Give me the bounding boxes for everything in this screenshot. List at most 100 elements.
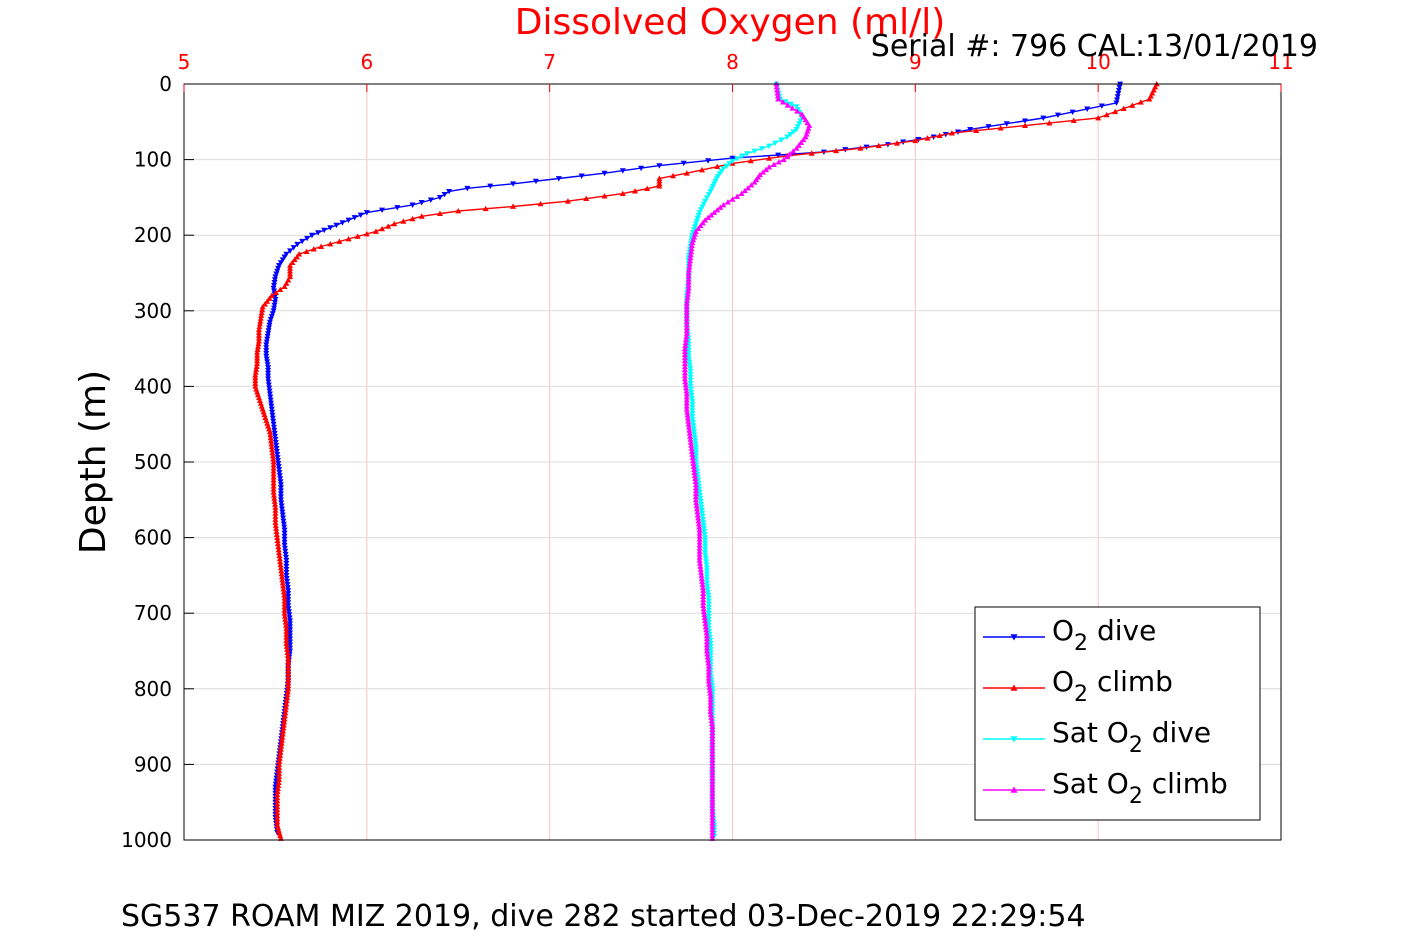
data-point — [796, 121, 803, 127]
data-point — [702, 623, 709, 630]
data-point — [268, 314, 275, 320]
data-point — [681, 375, 688, 382]
data-point — [252, 372, 259, 378]
data-point — [784, 102, 791, 108]
data-point — [833, 147, 840, 154]
data-point — [681, 357, 688, 364]
data-point — [274, 812, 281, 819]
x-tick-label: 5 — [178, 50, 191, 74]
data-point — [252, 369, 259, 375]
data-point — [283, 566, 290, 573]
data-point — [689, 399, 696, 405]
data-point — [703, 559, 710, 565]
data-point — [707, 696, 714, 702]
data-point — [271, 288, 278, 294]
data-point — [283, 557, 290, 564]
data-point — [707, 641, 714, 647]
data-point — [793, 145, 800, 151]
data-point — [275, 782, 282, 788]
data-point — [263, 342, 270, 348]
data-point — [793, 104, 800, 110]
y-tick-label: 800 — [134, 677, 172, 701]
data-point — [787, 132, 794, 138]
data-point — [1116, 84, 1123, 91]
data-point — [689, 408, 696, 414]
data-point — [285, 658, 292, 664]
data-point — [293, 253, 300, 260]
data-point — [274, 268, 281, 275]
data-point — [681, 345, 688, 351]
data-point — [709, 790, 716, 796]
data-point — [277, 561, 284, 568]
data-point — [385, 223, 392, 229]
data-point — [274, 821, 281, 828]
data-point — [683, 393, 690, 400]
data-point — [255, 340, 262, 347]
data-point — [254, 360, 261, 367]
data-point — [967, 126, 974, 133]
data-point — [270, 474, 277, 480]
data-point — [276, 470, 283, 476]
data-point — [709, 814, 716, 820]
data-point — [285, 594, 292, 600]
data-point — [275, 546, 282, 553]
data-point — [726, 161, 733, 167]
data-point — [436, 210, 443, 217]
data-point — [269, 311, 276, 317]
data-point — [912, 137, 919, 144]
data-point — [709, 787, 716, 793]
data-point — [691, 227, 698, 233]
data-point — [276, 758, 283, 764]
data-point — [264, 298, 271, 304]
data-point — [391, 220, 398, 227]
data-point — [709, 784, 716, 790]
data-point — [265, 376, 272, 382]
data-point — [280, 518, 287, 524]
data-point — [339, 220, 346, 226]
data-point — [708, 714, 715, 720]
legend-label-suffix: dive — [1088, 614, 1156, 647]
data-point — [688, 245, 695, 252]
data-point — [681, 360, 688, 367]
data-point — [271, 305, 278, 311]
data-point — [280, 515, 287, 521]
data-point — [705, 613, 712, 620]
data-point — [720, 201, 727, 208]
data-point — [694, 505, 701, 512]
data-point — [281, 530, 288, 537]
data-point — [270, 459, 277, 465]
data-point — [729, 158, 736, 165]
data-point — [280, 582, 287, 589]
data-point — [696, 530, 703, 536]
y-tick-label: 500 — [134, 450, 172, 474]
data-point — [692, 450, 699, 456]
data-point — [280, 725, 287, 731]
data-point — [278, 573, 285, 580]
data-point — [273, 449, 280, 455]
data-point — [702, 544, 709, 550]
x-tick-label: 9 — [909, 50, 922, 74]
data-point — [273, 289, 280, 296]
data-point — [277, 752, 284, 758]
data-point — [537, 200, 544, 207]
data-point — [274, 452, 281, 458]
data-point — [697, 563, 704, 569]
data-point — [255, 338, 262, 344]
data-point — [277, 488, 284, 494]
data-point — [276, 467, 283, 473]
data-point — [269, 449, 276, 456]
data-point — [705, 660, 712, 666]
data-point — [455, 208, 462, 214]
data-point — [278, 570, 285, 577]
data-point — [279, 576, 286, 583]
data-point — [763, 166, 770, 173]
data-point — [683, 330, 690, 336]
data-point — [682, 339, 689, 345]
data-point — [276, 755, 283, 761]
data-point — [709, 768, 716, 775]
y-tick-label: 200 — [134, 223, 172, 247]
data-point — [274, 794, 281, 801]
data-point — [265, 373, 272, 380]
legend-label: O2 climb — [1052, 665, 1173, 707]
data-point — [797, 118, 804, 124]
